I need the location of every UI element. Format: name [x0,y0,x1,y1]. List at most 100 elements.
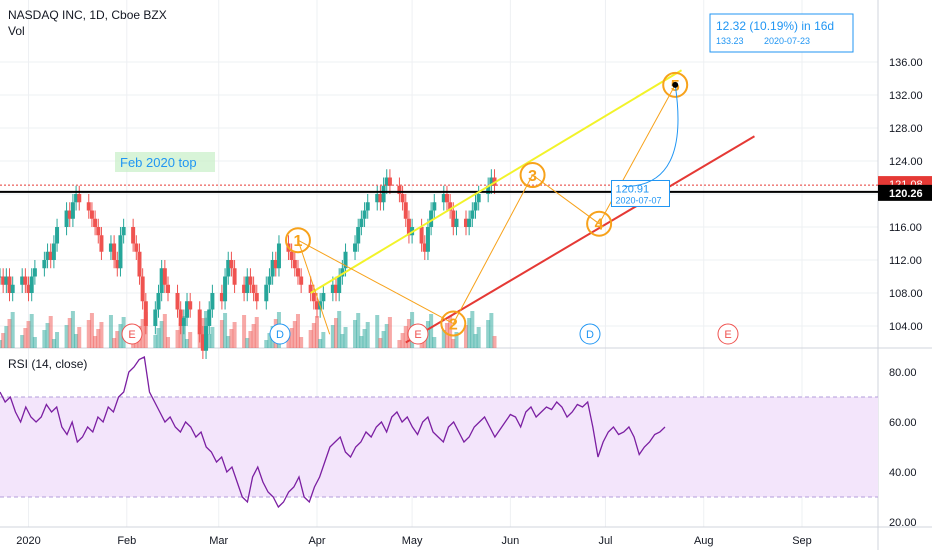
price-tick: 124.00 [889,156,923,168]
candle-body [276,243,281,269]
volume-bar [308,330,313,348]
volume-bar [311,323,316,348]
volume-bar [486,320,491,348]
volume-bar [115,331,120,348]
candle-body [118,235,123,269]
volume-bar [156,328,161,348]
candle-body [93,218,98,227]
candle-body [444,194,449,203]
volume-bar [26,321,31,348]
candle-body [311,293,316,302]
time-tick: Mar [209,535,228,547]
candle-body [0,276,2,278]
wave-label: 1 [294,233,303,250]
candle-body [7,276,12,293]
volume-bar [334,318,339,348]
event-marker-circle [717,323,739,345]
point-a-price: 120.91 [615,183,649,195]
candle-body [448,202,453,211]
candle-body [429,210,434,227]
volume-bar [51,339,56,348]
wave-label: 3 [528,168,537,185]
volume-bar [20,335,25,348]
candle-body [20,276,25,285]
volume-bar [248,331,253,348]
candle-body [264,284,269,302]
time-tick: Aug [694,535,714,547]
candle-body [292,260,297,269]
volume-bar [0,340,2,348]
time-tick: Sep [792,535,812,547]
volume-bar [375,315,380,348]
wave-path [297,84,676,335]
volume-bar [166,337,171,348]
volume-bar [48,316,53,348]
candle-body [334,284,339,293]
candle-body [23,276,28,285]
candle-body [67,210,72,219]
volume-bar [245,338,250,348]
candle-body [467,218,472,227]
volume-bar [289,328,294,348]
volume-bar [140,319,145,348]
candle-body [42,260,47,269]
volume-bar [178,323,183,348]
candle-body [486,185,491,194]
candle-body [175,293,180,310]
volume-bar [45,323,50,348]
candle-body [337,276,342,293]
candle-body [248,276,253,285]
candle-body [77,194,82,203]
candle-body [422,243,427,252]
volume-bar [292,321,297,348]
lower-trendline [405,135,755,344]
volume-bar [429,314,434,348]
candle-body [143,301,148,326]
candle-body [299,276,304,285]
event-marker-circle [121,323,143,345]
candle-body [245,276,250,293]
volume-bar [356,313,361,348]
projection-curve [624,84,679,187]
price-tick: 128.00 [889,123,923,135]
price-tick: 116.00 [889,222,922,234]
volume-bar [397,340,402,348]
candle-body [375,194,380,203]
candle-body [406,218,411,236]
volume-bar [318,339,323,348]
candle-body [4,276,9,285]
volume-bar [451,339,456,348]
volume-bar [476,327,481,348]
candle-body [425,227,430,252]
candle-body [289,251,294,260]
volume-bar [185,339,190,348]
target-date: 2020-07-23 [764,36,810,46]
volume-bar [118,324,123,348]
candle-body [1,276,6,285]
volume-bar [463,325,468,348]
candle-body [321,293,326,302]
volume-bar [4,326,9,348]
rsi-tick: 40.00 [889,467,917,479]
candle-body [267,276,272,285]
volume-bar [400,333,405,348]
candle-body [476,194,481,203]
price-tick: 112.00 [889,255,922,267]
volume-bar [23,328,28,348]
axes: 136.00 132.00 128.00 124.00 116.00 112.00 108.… [16,57,932,547]
volume-bar [359,336,364,348]
time-tick: 2020 [16,535,40,547]
candle-body [308,284,313,293]
volume-bar [264,340,269,348]
candle-body [89,210,94,219]
candle-body [254,293,259,302]
target-point [672,81,679,88]
candle-body [45,251,50,260]
volume-bar [55,332,60,348]
event-marker-label: E [724,329,731,341]
feb-top-bg [115,152,215,172]
volume-bar [89,313,94,348]
candlesticks [0,169,497,359]
candle-body [251,284,256,293]
